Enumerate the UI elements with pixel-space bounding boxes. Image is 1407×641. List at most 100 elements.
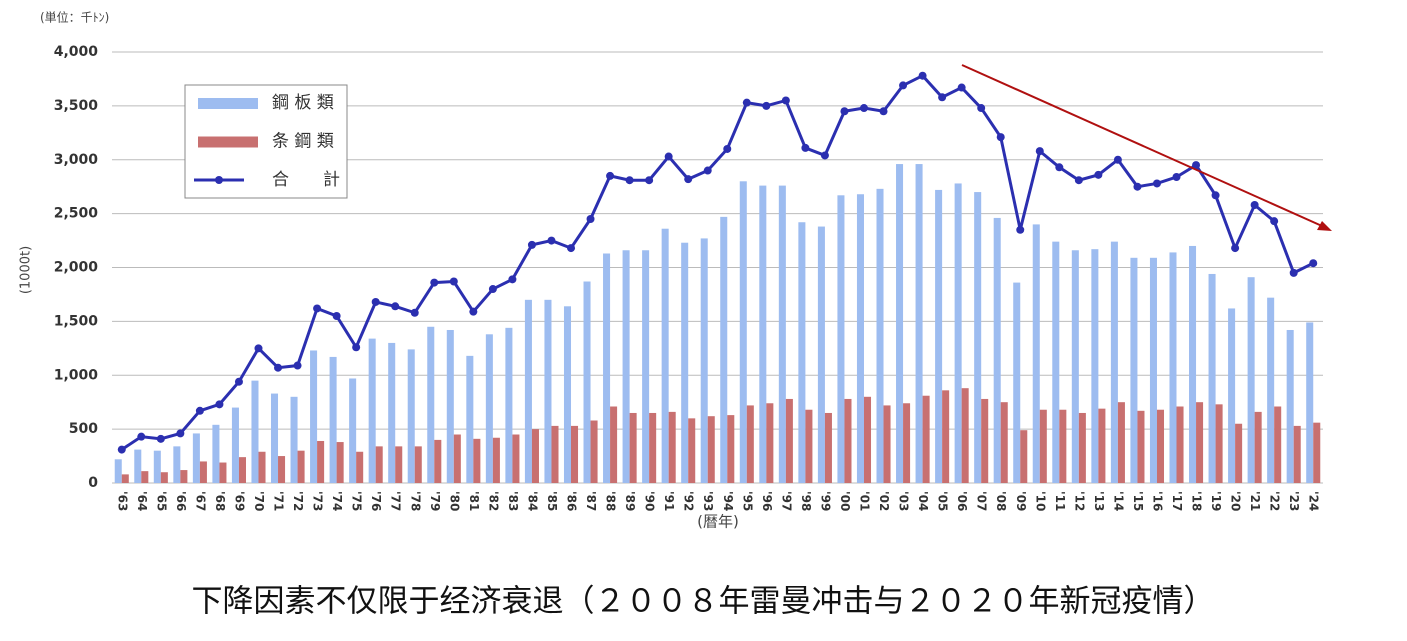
- y-tick-label: 4,000: [54, 44, 99, 60]
- x-tick-label: '89: [623, 491, 637, 511]
- bar: [473, 438, 481, 483]
- bar: [981, 398, 989, 483]
- bar: [1013, 282, 1021, 483]
- bar: [1306, 322, 1314, 483]
- line-point: [430, 278, 439, 287]
- line-point: [840, 107, 849, 116]
- x-tick-label: '86: [565, 491, 579, 511]
- bar: [824, 412, 832, 483]
- bar: [1091, 249, 1099, 483]
- line-point: [684, 175, 693, 184]
- bar: [1286, 329, 1294, 483]
- x-tick-label: '70: [252, 491, 266, 511]
- bar: [798, 222, 806, 483]
- bar: [173, 446, 181, 483]
- bar: [434, 439, 442, 483]
- x-tick-label: '78: [408, 491, 422, 511]
- bar: [883, 405, 891, 483]
- bar: [524, 299, 532, 483]
- bar: [427, 326, 435, 483]
- bar: [1156, 409, 1165, 483]
- line-point: [488, 285, 497, 294]
- bar: [544, 299, 552, 483]
- x-axis-label: (暦年): [697, 513, 739, 531]
- bar: [720, 216, 728, 484]
- x-tick-label: '72: [291, 491, 305, 511]
- bar: [414, 446, 422, 483]
- x-tick-label: '09: [1014, 491, 1028, 511]
- x-tick-label: '02: [877, 491, 891, 511]
- bar: [1032, 224, 1040, 483]
- x-tick-label: '94: [721, 491, 735, 511]
- line-point: [703, 166, 712, 175]
- bar: [700, 238, 708, 483]
- bar: [349, 378, 357, 483]
- line-point: [410, 308, 419, 317]
- x-tick-label: '64: [135, 491, 149, 511]
- bar: [290, 396, 298, 483]
- bar: [1098, 408, 1106, 483]
- y-tick-label: 2,500: [54, 206, 99, 222]
- bar: [903, 403, 911, 483]
- bar: [649, 412, 657, 483]
- bar: [278, 456, 286, 483]
- line-point: [1016, 225, 1025, 234]
- x-tick-label: '88: [604, 491, 618, 511]
- bar: [270, 393, 279, 483]
- bar: [466, 355, 474, 483]
- x-tick-label: '92: [682, 491, 696, 511]
- line-point: [899, 81, 908, 90]
- bar: [661, 228, 669, 483]
- y-tick-label: 2,000: [54, 260, 99, 276]
- x-tick-label: '24: [1307, 491, 1321, 511]
- line-point: [527, 240, 536, 249]
- x-tick-label: '85: [545, 491, 559, 511]
- bar: [727, 415, 735, 483]
- bar: [160, 472, 168, 483]
- bar: [707, 416, 715, 483]
- line-point: [176, 429, 185, 438]
- line-point: [1231, 244, 1240, 253]
- bar: [231, 407, 239, 483]
- line-point: [723, 144, 732, 153]
- bar: [1176, 406, 1184, 483]
- x-tick-label: '73: [311, 491, 325, 511]
- bar: [993, 217, 1001, 483]
- line-point: [371, 297, 380, 306]
- bar: [974, 192, 982, 483]
- bar: [1313, 422, 1321, 483]
- line-point: [1074, 176, 1083, 185]
- bar: [863, 396, 872, 483]
- bar: [551, 425, 559, 483]
- bar: [746, 405, 754, 483]
- line-point: [918, 71, 927, 80]
- legend-swatch: [215, 176, 223, 184]
- bar: [1274, 406, 1282, 483]
- x-tick-label: '99: [818, 491, 832, 511]
- y-tick-label: 3,500: [54, 98, 99, 114]
- x-tick-label: '04: [916, 491, 930, 511]
- bar: [388, 342, 396, 483]
- bar: [485, 334, 493, 483]
- bar: [446, 329, 454, 483]
- line-point: [1152, 179, 1161, 188]
- legend-label: 合 計: [272, 170, 340, 190]
- x-tick-label: '93: [701, 491, 715, 511]
- bar: [739, 181, 747, 484]
- x-tick-label: '14: [1111, 491, 1125, 511]
- bar: [1059, 409, 1067, 483]
- bar: [629, 412, 637, 483]
- bar: [238, 457, 246, 483]
- x-tick-label: '08: [994, 491, 1008, 511]
- bar: [368, 338, 376, 483]
- bar: [531, 429, 539, 483]
- x-tick-label: '74: [330, 491, 344, 511]
- bar: [1000, 402, 1008, 483]
- bar: [1254, 411, 1262, 483]
- line-point: [1172, 172, 1181, 181]
- x-tick-label: '95: [740, 491, 754, 511]
- line-point: [996, 133, 1005, 142]
- bar: [121, 474, 129, 483]
- legend: 鋼 板 類条 鋼 類合 計: [184, 84, 348, 199]
- bar: [1169, 252, 1177, 483]
